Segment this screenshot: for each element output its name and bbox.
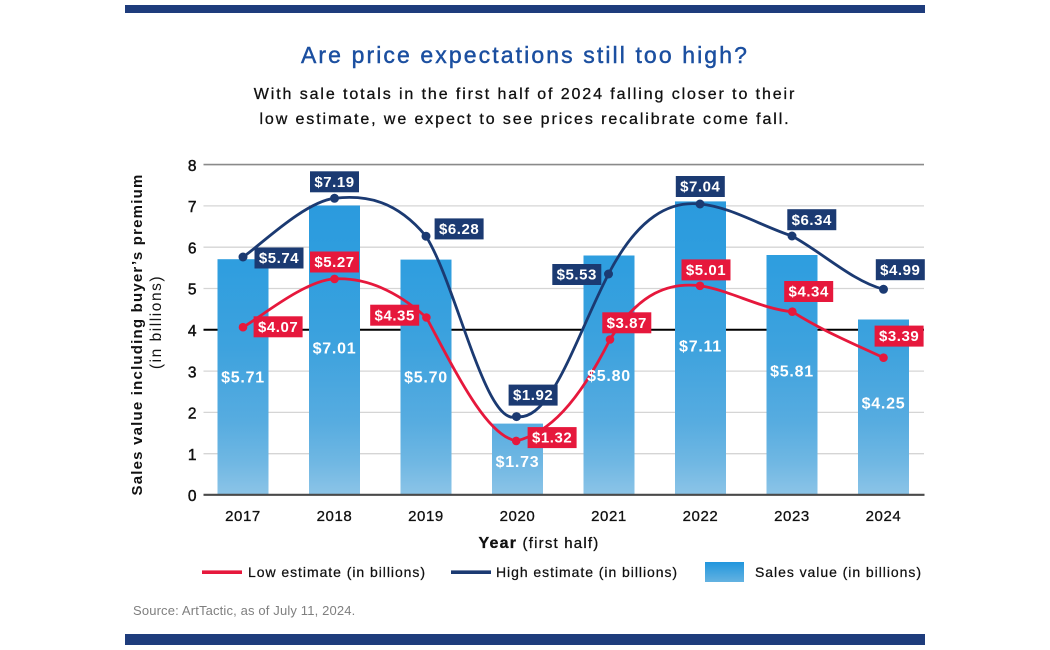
svg-text:Sales value including buyer’s: Sales value including buyer’s premium bbox=[129, 174, 146, 496]
svg-text:2: 2 bbox=[188, 406, 197, 423]
svg-text:2017: 2017 bbox=[225, 508, 261, 525]
svg-text:2024: 2024 bbox=[866, 508, 902, 525]
svg-text:$5.80: $5.80 bbox=[587, 368, 631, 385]
svg-text:$1.32: $1.32 bbox=[532, 430, 572, 447]
svg-text:$5.27: $5.27 bbox=[314, 254, 354, 271]
svg-text:3: 3 bbox=[188, 364, 197, 381]
svg-text:2023: 2023 bbox=[774, 508, 810, 525]
svg-text:Year (first half): Year (first half) bbox=[479, 535, 600, 552]
svg-text:0: 0 bbox=[188, 488, 197, 505]
svg-text:6: 6 bbox=[188, 240, 197, 257]
svg-text:High estimate (in billions): High estimate (in billions) bbox=[496, 564, 678, 580]
svg-text:2020: 2020 bbox=[500, 508, 536, 525]
svg-text:$4.25: $4.25 bbox=[862, 396, 906, 413]
svg-text:$4.34: $4.34 bbox=[789, 284, 829, 301]
svg-text:1: 1 bbox=[188, 447, 197, 464]
svg-text:$5.74: $5.74 bbox=[259, 250, 299, 267]
svg-text:$7.19: $7.19 bbox=[314, 174, 354, 191]
svg-text:$3.39: $3.39 bbox=[879, 328, 919, 345]
svg-text:$1.92: $1.92 bbox=[513, 387, 553, 404]
svg-text:(in billions): (in billions) bbox=[148, 275, 165, 369]
svg-text:$4.99: $4.99 bbox=[880, 262, 920, 279]
svg-text:Sales value (in billions): Sales value (in billions) bbox=[755, 564, 922, 580]
svg-text:$7.01: $7.01 bbox=[313, 341, 357, 358]
svg-text:$5.70: $5.70 bbox=[404, 370, 448, 387]
svg-text:8: 8 bbox=[188, 158, 197, 175]
svg-text:$5.01: $5.01 bbox=[686, 262, 726, 279]
svg-text:$1.73: $1.73 bbox=[496, 454, 540, 471]
svg-text:5: 5 bbox=[188, 282, 197, 299]
svg-text:$3.87: $3.87 bbox=[607, 315, 647, 332]
svg-text:$7.11: $7.11 bbox=[679, 339, 722, 356]
svg-text:$7.04: $7.04 bbox=[680, 179, 720, 196]
svg-text:Low estimate (in billions): Low estimate (in billions) bbox=[248, 564, 426, 580]
svg-text:7: 7 bbox=[188, 199, 197, 216]
svg-text:$6.28: $6.28 bbox=[439, 221, 479, 238]
svg-text:2022: 2022 bbox=[683, 508, 719, 525]
svg-text:$5.71: $5.71 bbox=[221, 370, 265, 387]
svg-text:$5.81: $5.81 bbox=[770, 364, 814, 381]
svg-text:$4.35: $4.35 bbox=[375, 307, 415, 324]
svg-text:$5.53: $5.53 bbox=[557, 267, 597, 284]
svg-text:2019: 2019 bbox=[408, 508, 444, 525]
svg-text:2018: 2018 bbox=[317, 508, 353, 525]
svg-text:4: 4 bbox=[188, 323, 197, 340]
svg-text:$6.34: $6.34 bbox=[792, 212, 832, 229]
svg-text:$4.07: $4.07 bbox=[258, 319, 298, 336]
svg-text:2021: 2021 bbox=[591, 508, 627, 525]
